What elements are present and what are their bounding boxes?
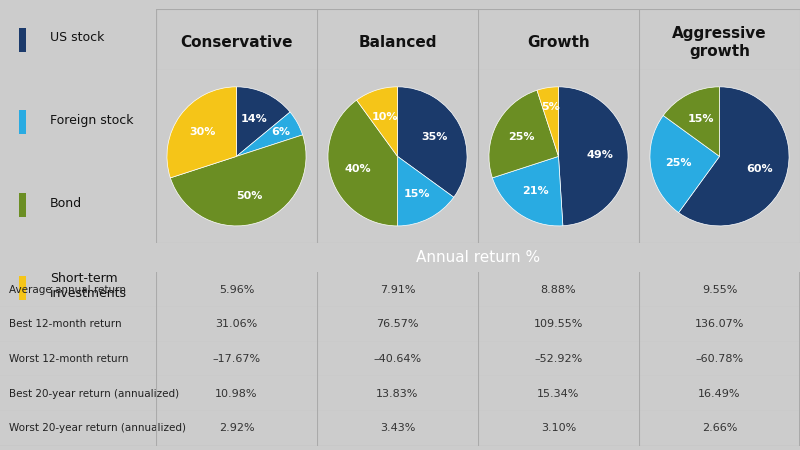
Wedge shape <box>492 157 563 226</box>
Text: 30%: 30% <box>190 127 216 137</box>
Bar <box>18 111 26 135</box>
Text: Best 12-month return: Best 12-month return <box>10 319 122 329</box>
Wedge shape <box>357 87 398 157</box>
Text: 76.57%: 76.57% <box>376 319 418 329</box>
Text: Average annual return: Average annual return <box>10 284 126 295</box>
Text: Worst 20-year return (annualized): Worst 20-year return (annualized) <box>10 423 186 433</box>
Text: 14%: 14% <box>241 113 268 124</box>
Text: 5%: 5% <box>542 102 560 112</box>
Wedge shape <box>489 90 558 178</box>
Text: 3.43%: 3.43% <box>380 423 415 433</box>
Text: Short-term
investments: Short-term investments <box>50 272 127 300</box>
Text: 15.34%: 15.34% <box>538 388 580 399</box>
Text: Annual return %: Annual return % <box>416 250 540 265</box>
Wedge shape <box>650 116 719 213</box>
Bar <box>18 276 26 300</box>
Text: –40.64%: –40.64% <box>374 354 422 364</box>
Text: 60%: 60% <box>746 164 773 174</box>
Text: 15%: 15% <box>687 114 714 124</box>
Text: US stock: US stock <box>50 31 104 44</box>
Text: 8.88%: 8.88% <box>541 284 576 295</box>
Text: 21%: 21% <box>522 186 548 196</box>
Text: 5.96%: 5.96% <box>219 284 254 295</box>
Wedge shape <box>170 135 306 226</box>
Text: Balanced: Balanced <box>358 35 437 50</box>
Wedge shape <box>328 100 398 226</box>
Text: –60.78%: –60.78% <box>695 354 743 364</box>
Text: 31.06%: 31.06% <box>215 319 258 329</box>
Text: 50%: 50% <box>236 191 262 201</box>
Wedge shape <box>167 87 237 178</box>
Text: 136.07%: 136.07% <box>695 319 744 329</box>
Text: 109.55%: 109.55% <box>534 319 583 329</box>
Text: 13.83%: 13.83% <box>376 388 418 399</box>
Text: Foreign stock: Foreign stock <box>50 113 134 126</box>
Text: 15%: 15% <box>403 189 430 198</box>
Text: 2.66%: 2.66% <box>702 423 737 433</box>
Bar <box>18 194 26 217</box>
Text: 35%: 35% <box>422 132 448 143</box>
Text: Aggressive
growth: Aggressive growth <box>672 26 767 59</box>
Wedge shape <box>663 87 719 157</box>
Wedge shape <box>678 87 789 226</box>
Text: 10.98%: 10.98% <box>215 388 258 399</box>
Text: Worst 12-month return: Worst 12-month return <box>10 354 129 364</box>
Text: 10%: 10% <box>371 112 398 122</box>
Text: 7.91%: 7.91% <box>380 284 415 295</box>
Text: Growth: Growth <box>527 35 590 50</box>
Text: –52.92%: –52.92% <box>534 354 582 364</box>
Wedge shape <box>398 87 467 197</box>
Text: 16.49%: 16.49% <box>698 388 741 399</box>
Text: 25%: 25% <box>508 132 534 143</box>
Text: Bond: Bond <box>50 197 82 210</box>
Text: 3.10%: 3.10% <box>541 423 576 433</box>
Text: 49%: 49% <box>586 150 614 160</box>
Wedge shape <box>237 87 290 157</box>
Text: Conservative: Conservative <box>180 35 293 50</box>
Text: Best 20-year return (annualized): Best 20-year return (annualized) <box>10 388 179 399</box>
Text: 25%: 25% <box>665 158 691 168</box>
Text: –17.67%: –17.67% <box>213 354 261 364</box>
Text: 40%: 40% <box>345 164 371 174</box>
Wedge shape <box>537 87 558 157</box>
Text: 6%: 6% <box>271 127 290 137</box>
Wedge shape <box>398 157 454 226</box>
Text: 9.55%: 9.55% <box>702 284 737 295</box>
Wedge shape <box>558 87 628 226</box>
Text: 2.92%: 2.92% <box>218 423 254 433</box>
Bar <box>18 27 26 52</box>
Wedge shape <box>237 112 302 157</box>
